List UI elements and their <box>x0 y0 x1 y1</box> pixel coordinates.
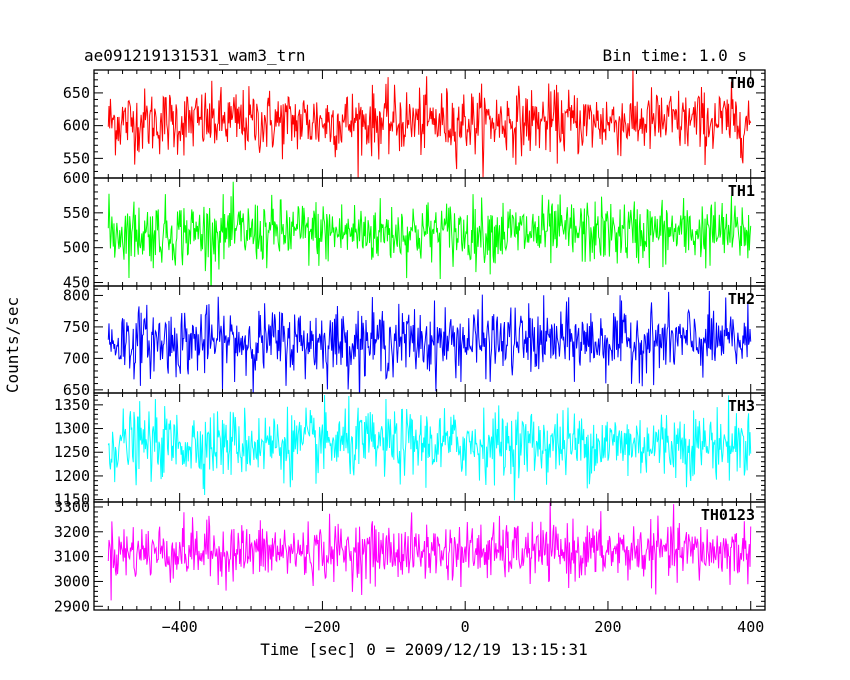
panel-th2: 650 700 750 800 TH2 <box>63 285 766 399</box>
panels-group: 550 600 650 TH0 450 500 550 600 TH1 650 700 750 800 T… <box>54 69 766 636</box>
x-axis-label: Time [sec] 0 = 2009/12/19 13:15:31 <box>260 640 588 659</box>
y-tick-label: 1150 <box>54 491 90 509</box>
y-tick-label: 750 <box>63 318 90 336</box>
panel-label-th3: TH3 <box>728 397 755 415</box>
y-tick-label: 3200 <box>54 523 90 541</box>
y-tick-label: 1200 <box>54 467 90 485</box>
series-line-th3 <box>107 394 752 501</box>
y-tick-label: 2900 <box>54 597 90 615</box>
x-tick-label: 0 <box>461 618 470 636</box>
panel-th0: 550 600 650 TH0 <box>63 69 766 179</box>
x-tick-label: −200 <box>304 618 340 636</box>
panel-frame <box>93 501 766 611</box>
x-tick-label: −400 <box>162 618 198 636</box>
x-tick-label: 200 <box>594 618 621 636</box>
series-line-th1 <box>107 181 752 286</box>
series-line-th2 <box>107 290 752 393</box>
y-tick-label: 3100 <box>54 548 90 566</box>
y-tick-label: 650 <box>63 381 90 399</box>
series-line-th0 <box>107 70 752 178</box>
bin-time-label: Bin time: 1.0 s <box>603 46 748 65</box>
y-tick-label: 800 <box>63 286 90 304</box>
panel-th3: 1150 1200 1250 1300 1350 TH3 <box>54 392 766 509</box>
panel-label-th0: TH0 <box>728 74 755 92</box>
panel-frame <box>93 69 766 179</box>
y-tick-label: 3000 <box>54 572 90 590</box>
panel-label-th0123: TH0123 <box>701 506 755 524</box>
y-tick-label: 1300 <box>54 420 90 438</box>
y-tick-label: 550 <box>63 204 90 222</box>
y-tick-label: 500 <box>63 239 90 257</box>
panel-th1: 450 500 550 600 TH1 <box>63 169 766 292</box>
y-tick-label: 1350 <box>54 396 90 414</box>
panel-label-th1: TH1 <box>728 182 755 200</box>
y-tick-label: 700 <box>63 349 90 367</box>
y-tick-label: 600 <box>63 117 90 135</box>
x-tick-label: 400 <box>737 618 764 636</box>
y-tick-label: 450 <box>63 274 90 292</box>
y-axis-label: Counts/sec <box>3 297 22 393</box>
series-line-th0123 <box>107 502 752 601</box>
y-tick-label: 650 <box>63 84 90 102</box>
y-tick-label: 1250 <box>54 443 90 461</box>
y-tick-label: 550 <box>63 149 90 167</box>
y-tick-label: 3300 <box>54 498 90 516</box>
y-tick-label: 600 <box>63 169 90 187</box>
chart-title: ae091219131531_wam3_trn <box>84 46 306 65</box>
panel-th0123: 2900 3000 3100 3200 3300 TH0123 <box>54 498 766 615</box>
panel-label-th2: TH2 <box>728 290 755 308</box>
